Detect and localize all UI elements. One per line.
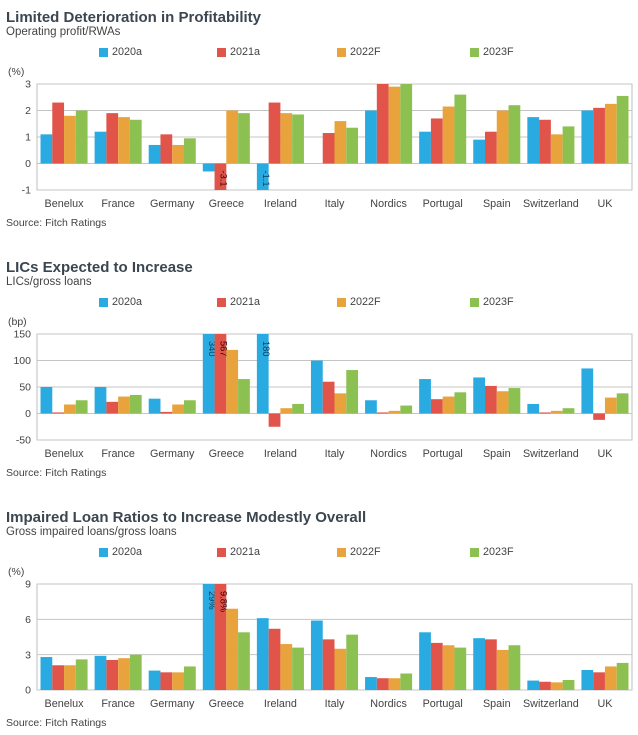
svg-text:Benelux: Benelux xyxy=(45,698,85,710)
svg-text:3: 3 xyxy=(25,649,31,661)
svg-text:UK: UK xyxy=(597,448,613,460)
svg-text:France: France xyxy=(101,198,135,210)
svg-text:0: 0 xyxy=(25,158,31,170)
svg-text:100: 100 xyxy=(13,355,31,367)
svg-text:Italy: Italy xyxy=(325,448,345,460)
svg-text:-1: -1 xyxy=(22,185,31,197)
svg-text:France: France xyxy=(101,698,135,710)
svg-text:0: 0 xyxy=(25,408,31,420)
svg-text:France: France xyxy=(101,448,135,460)
svg-text:9: 9 xyxy=(25,579,31,591)
svg-text:-3.1: -3.1 xyxy=(219,171,229,187)
svg-text:UK: UK xyxy=(597,198,613,210)
svg-text:-1.1: -1.1 xyxy=(261,171,271,187)
svg-text:Spain: Spain xyxy=(483,198,511,210)
svg-text:0: 0 xyxy=(25,685,31,697)
svg-text:180: 180 xyxy=(261,341,271,357)
svg-text:Greece: Greece xyxy=(209,448,244,460)
svg-text:Portugal: Portugal xyxy=(423,698,463,710)
svg-text:Ireland: Ireland xyxy=(264,448,297,460)
svg-text:Switzerland: Switzerland xyxy=(523,448,579,460)
svg-text:Germany: Germany xyxy=(150,198,195,210)
svg-text:(%): (%) xyxy=(8,66,24,78)
svg-text:Greece: Greece xyxy=(209,698,244,710)
svg-text:Spain: Spain xyxy=(483,448,511,460)
svg-text:UK: UK xyxy=(597,698,613,710)
svg-text:Italy: Italy xyxy=(325,698,345,710)
svg-text:Nordics: Nordics xyxy=(370,698,407,710)
svg-text:Germany: Germany xyxy=(150,448,195,460)
svg-text:Switzerland: Switzerland xyxy=(523,698,579,710)
svg-text:Spain: Spain xyxy=(483,698,511,710)
svg-text:Greece: Greece xyxy=(209,198,244,210)
svg-text:-50: -50 xyxy=(16,435,31,447)
svg-text:1: 1 xyxy=(25,132,31,144)
svg-text:2: 2 xyxy=(25,105,31,117)
svg-text:(bp): (bp) xyxy=(8,316,27,328)
svg-text:Germany: Germany xyxy=(150,698,195,710)
svg-text:150: 150 xyxy=(13,329,31,341)
svg-text:Ireland: Ireland xyxy=(264,198,297,210)
svg-text:Benelux: Benelux xyxy=(45,448,85,460)
svg-text:50: 50 xyxy=(19,382,31,394)
svg-text:(%): (%) xyxy=(8,566,24,578)
svg-text:Italy: Italy xyxy=(325,198,345,210)
svg-text:3: 3 xyxy=(25,79,31,91)
svg-text:6: 6 xyxy=(25,614,31,626)
svg-text:Nordics: Nordics xyxy=(370,198,407,210)
svg-text:Switzerland: Switzerland xyxy=(523,198,579,210)
svg-text:Ireland: Ireland xyxy=(264,698,297,710)
svg-text:Nordics: Nordics xyxy=(370,448,407,460)
svg-text:Portugal: Portugal xyxy=(423,448,463,460)
svg-text:Portugal: Portugal xyxy=(423,198,463,210)
svg-text:Benelux: Benelux xyxy=(45,198,85,210)
